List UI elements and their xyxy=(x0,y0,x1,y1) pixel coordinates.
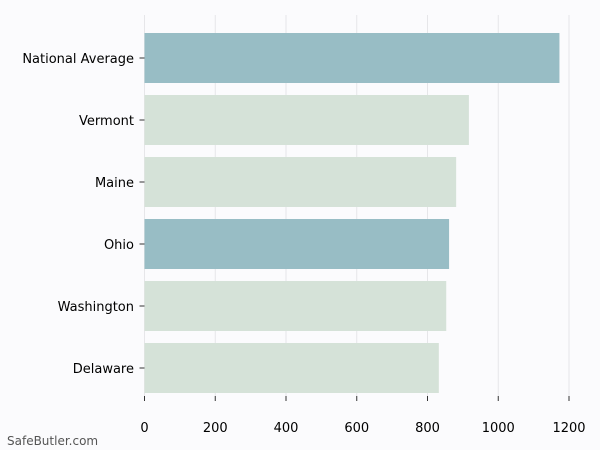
category-label: Washington xyxy=(58,300,134,315)
x-tick-label: 400 xyxy=(274,421,299,436)
category-label: Vermont xyxy=(79,114,134,129)
x-tick-label: 0 xyxy=(140,421,148,436)
category-label: Maine xyxy=(95,176,134,191)
category-label: National Average xyxy=(22,52,134,67)
bar xyxy=(144,95,469,145)
bar xyxy=(144,219,450,269)
x-tick-label: 600 xyxy=(344,421,369,436)
x-tick-label: 1000 xyxy=(482,421,515,436)
x-tick-label: 200 xyxy=(203,421,228,436)
bar xyxy=(144,343,439,393)
y-axis: National Average Vermont Maine Ohio Washingt… xyxy=(22,52,145,377)
watermark: SafeButler.com xyxy=(7,434,99,448)
bar xyxy=(144,157,457,207)
x-tick-label: 1200 xyxy=(552,421,585,436)
category-label: Ohio xyxy=(104,238,134,253)
bars xyxy=(144,33,560,393)
bar xyxy=(144,33,560,83)
category-label: Delaware xyxy=(73,362,134,377)
bar xyxy=(144,281,447,331)
x-tick-label: 800 xyxy=(415,421,440,436)
x-axis: 0 200 400 600 800 1000 1200 xyxy=(140,396,586,436)
